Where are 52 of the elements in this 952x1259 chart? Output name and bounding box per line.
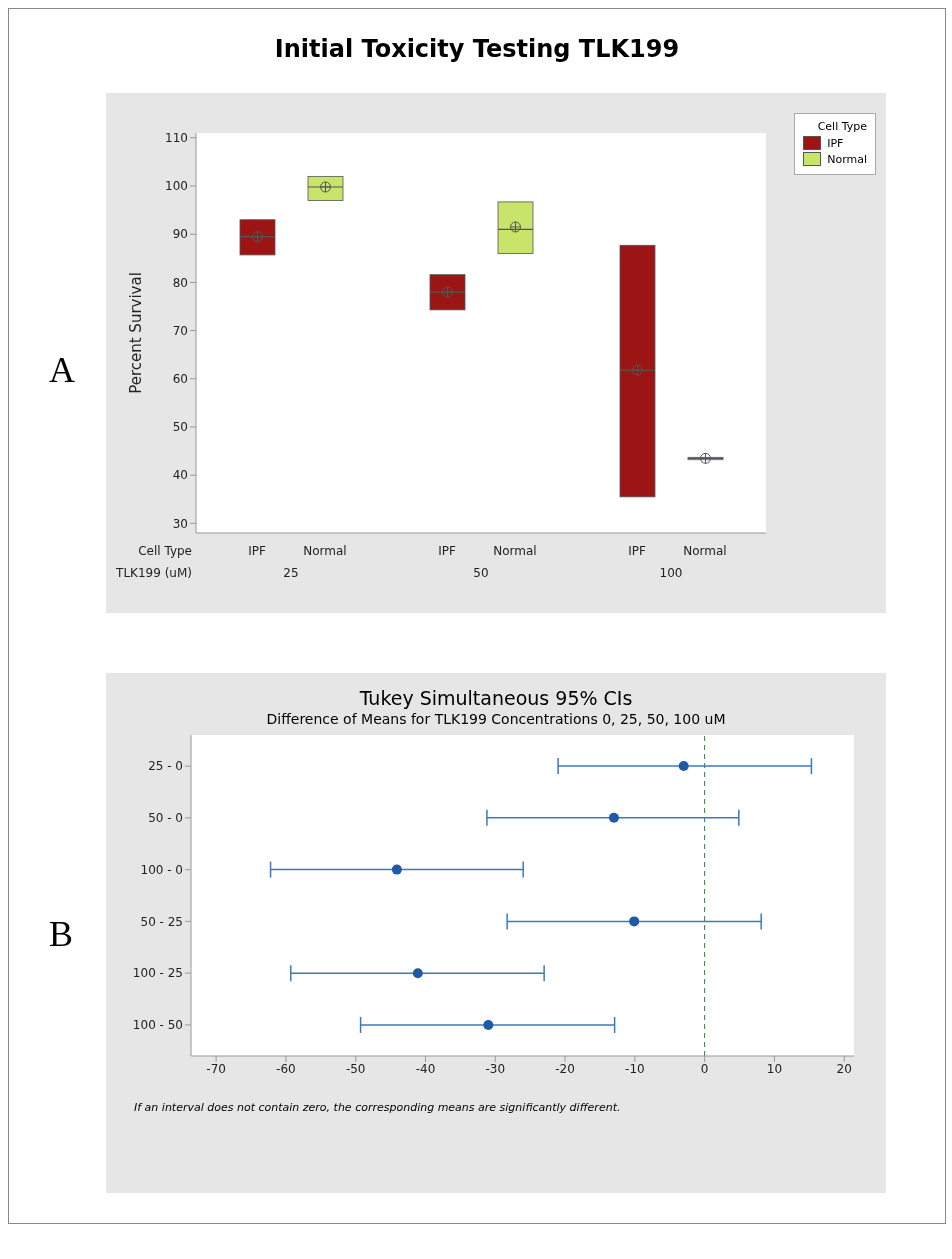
- y-axis-title: Percent Survival: [127, 272, 146, 394]
- point: [391, 864, 402, 875]
- x-tick-label: -30: [485, 1061, 506, 1076]
- y-tick-label: 110: [165, 131, 188, 146]
- panel-letter: A: [49, 349, 75, 391]
- x-tick-label: -40: [415, 1061, 436, 1076]
- y-tick-label: 50 - 25: [140, 914, 183, 929]
- text: Normal: [683, 544, 727, 558]
- y-tick-label: 90: [172, 227, 188, 242]
- x-axis-title: TLK199 (uM): [115, 566, 192, 580]
- y-tick-label: 50 - 0: [148, 811, 183, 826]
- text: Normal: [303, 544, 347, 558]
- x-tick-label: 100: [659, 566, 683, 580]
- text: IPF: [438, 544, 456, 558]
- point: [629, 916, 640, 927]
- legend-title: Cell Type: [138, 544, 192, 558]
- point: [412, 968, 423, 979]
- x-tick-label: 20: [836, 1061, 852, 1076]
- x-tick-label: -60: [276, 1061, 296, 1076]
- y-tick-label: 60: [172, 372, 188, 387]
- point: [483, 1019, 494, 1030]
- y-tick-label: 30: [172, 516, 188, 531]
- x-tick-label: -20: [555, 1061, 575, 1076]
- x-tick-label: -70: [206, 1061, 226, 1076]
- y-tick-label: 100 - 50: [132, 1018, 183, 1033]
- y-tick-label: 100 - 25: [132, 966, 183, 981]
- x-tick-label: 25: [283, 566, 299, 580]
- chart-subtitle: Difference of Means for TLK199 Concentrations 0, 25, 50, 100 uM: [265, 710, 727, 727]
- chart-title: Tukey Simultaneous 95% CIs: [358, 686, 634, 709]
- y-tick-label: 100 - 0: [140, 862, 183, 877]
- point: [678, 761, 689, 772]
- x-tick-label: 0: [700, 1061, 709, 1076]
- panel-letter: B: [49, 913, 73, 955]
- point: [608, 812, 619, 823]
- y-tick-label: 40: [172, 468, 188, 483]
- chart-title: Initial Toxicity Testing TLK199: [273, 34, 681, 65]
- y-tick-label: 100: [165, 179, 188, 194]
- x-tick-label: -10: [625, 1061, 645, 1076]
- legend-label: Normal: [827, 152, 867, 166]
- text: IPF: [628, 544, 646, 558]
- y-tick-label: 25 - 0: [148, 759, 183, 774]
- x-tick-label: 10: [766, 1061, 783, 1076]
- x-tick-label: 50: [473, 566, 489, 580]
- text: IPF: [248, 544, 266, 558]
- y-tick-label: 80: [172, 275, 188, 290]
- legend-label: IPF: [827, 136, 844, 150]
- text: Normal: [493, 544, 537, 558]
- x-tick-label: -50: [345, 1061, 366, 1076]
- text: Cell Type: [817, 120, 867, 133]
- y-tick-label: 50: [172, 420, 188, 435]
- y-tick-label: 70: [172, 323, 188, 338]
- text: If an interval does not contain zero, the corresponding means are significantly different.: [133, 1100, 622, 1114]
